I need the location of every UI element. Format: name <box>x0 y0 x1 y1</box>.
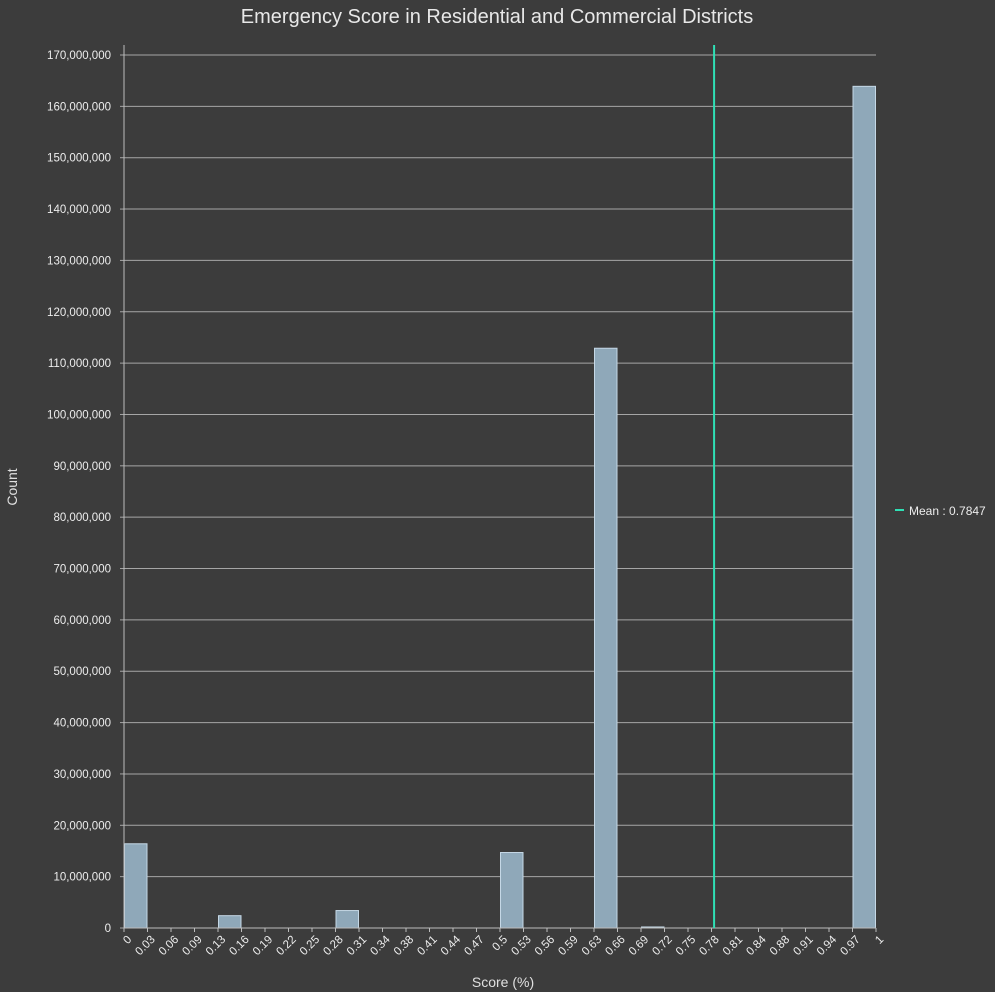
x-tick-label: 0.16 <box>227 934 251 958</box>
y-tick-label: 90,000,000 <box>53 461 111 473</box>
x-tick-label: 0.78 <box>697 934 721 958</box>
y-tick-label: 60,000,000 <box>53 615 111 627</box>
x-tick-label: 0.72 <box>650 934 674 958</box>
x-tick-label: 0.53 <box>509 934 533 958</box>
y-tick-label: 100,000,000 <box>47 409 111 421</box>
x-tick-label: 0.75 <box>674 934 698 958</box>
y-tick-label: 0 <box>105 923 111 935</box>
x-tick-label: 1 <box>873 934 886 947</box>
y-tick-label: 110,000,000 <box>48 358 111 370</box>
y-tick-label: 50,000,000 <box>53 666 111 678</box>
y-tick-label: 130,000,000 <box>47 255 111 267</box>
y-tick-label: 30,000,000 <box>53 769 111 781</box>
x-axis-label: Score (%) <box>472 974 534 990</box>
y-tick-label: 80,000,000 <box>53 512 111 524</box>
x-tick-label: 0.5 <box>490 934 510 954</box>
histogram-bar <box>335 910 359 929</box>
x-tick-label: 0.22 <box>274 934 298 958</box>
x-tick-label: 0.88 <box>768 934 792 958</box>
x-tick-label: 0.28 <box>321 934 345 958</box>
x-tick-label: 0.91 <box>791 934 815 958</box>
x-tick-label: 0.44 <box>439 933 464 958</box>
chart-title: Emergency Score in Residential and Comme… <box>241 6 753 28</box>
bars <box>124 85 876 929</box>
x-tick-label: 0.66 <box>603 934 627 958</box>
x-tick-label: 0.34 <box>368 933 393 958</box>
y-tick-label: 120,000,000 <box>47 307 111 319</box>
x-tick-label: 0.38 <box>392 934 416 958</box>
x-tick-label: 0.81 <box>721 934 745 958</box>
x-tick-label: 0.06 <box>157 934 181 958</box>
x-tick-label: 0.59 <box>556 934 580 958</box>
y-tick-label: 20,000,000 <box>53 820 111 832</box>
x-tick-label: 0.56 <box>533 934 557 958</box>
y-tick-label: 170,000,000 <box>47 50 111 62</box>
y-tick-label: 140,000,000 <box>47 204 111 216</box>
x-tick-label: 0.13 <box>204 934 228 958</box>
x-tick-label: 0.69 <box>627 934 651 958</box>
x-tick-label: 0.19 <box>251 934 275 958</box>
x-tick-label: 0.09 <box>180 934 204 958</box>
legend: Mean : 0.7847 <box>895 504 986 518</box>
y-tick-label: 150,000,000 <box>47 153 111 165</box>
histogram-bar <box>500 852 524 929</box>
x-tick-label: 0.84 <box>744 933 769 958</box>
histogram-bar <box>594 347 618 929</box>
y-axis-label: Count <box>4 468 20 505</box>
y-tick-label: 10,000,000 <box>53 872 111 884</box>
legend-mean-label: Mean : 0.7847 <box>909 504 986 518</box>
axes: 0 10,000,000 20,000,000 30,000,000 40,000,00… <box>47 45 886 958</box>
x-tick-label: 0.03 <box>133 934 157 958</box>
x-tick-label: 0.41 <box>415 934 439 958</box>
y-tick-label: 70,000,000 <box>53 564 111 576</box>
x-tick-label: 0.94 <box>815 933 840 958</box>
x-tick-label: 0.25 <box>298 934 322 958</box>
y-tick-label: 40,000,000 <box>53 718 111 730</box>
histogram-bar <box>218 915 242 929</box>
histogram-bar <box>124 843 148 929</box>
x-tick-label: 0.97 <box>838 934 862 958</box>
x-tick-label: 0.47 <box>462 934 486 958</box>
x-tick-label: 0 <box>121 934 134 947</box>
y-tick-label: 160,000,000 <box>47 101 111 113</box>
histogram-bar <box>852 85 876 929</box>
x-tick-label: 0.31 <box>345 934 369 958</box>
x-tick-label: 0.63 <box>580 934 604 958</box>
gridlines <box>124 54 876 878</box>
